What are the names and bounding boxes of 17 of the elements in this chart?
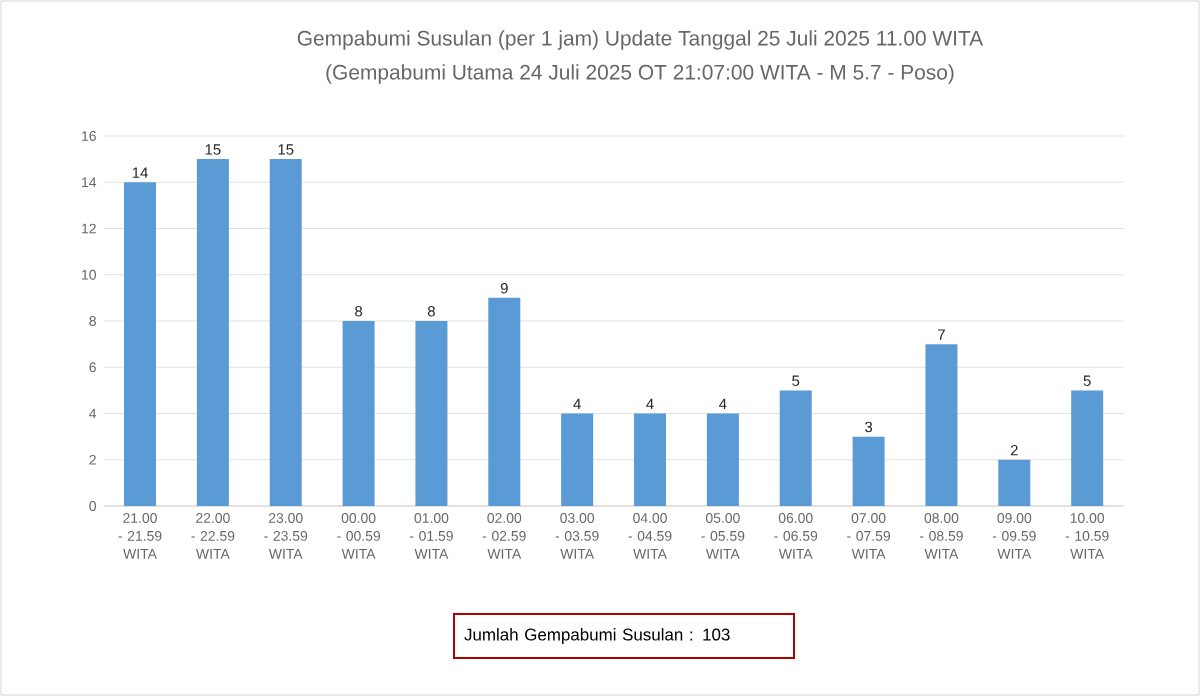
bar — [1071, 390, 1104, 506]
bar — [634, 413, 667, 506]
bar — [561, 413, 594, 506]
bar — [415, 320, 448, 506]
chart-subtitle: (Gempabumi Utama 24 Juli 2025 OT 21:07:00 WITA - M 5.7 - Poso) — [326, 64, 954, 84]
bar — [196, 159, 229, 506]
bar — [124, 182, 157, 506]
bar — [998, 459, 1031, 506]
bar — [269, 159, 302, 506]
bar — [706, 413, 739, 506]
chart-title: Gempabumi Susulan (per 1 jam) Update Tanggal 25 Juli 2025 11.00 WITA — [297, 30, 984, 50]
bar — [925, 344, 958, 506]
bar — [342, 320, 375, 506]
text: Jumlah Gempabumi Susulan : 103 — [464, 628, 730, 644]
bar — [488, 297, 521, 506]
bar — [852, 436, 885, 506]
bar — [779, 390, 812, 506]
